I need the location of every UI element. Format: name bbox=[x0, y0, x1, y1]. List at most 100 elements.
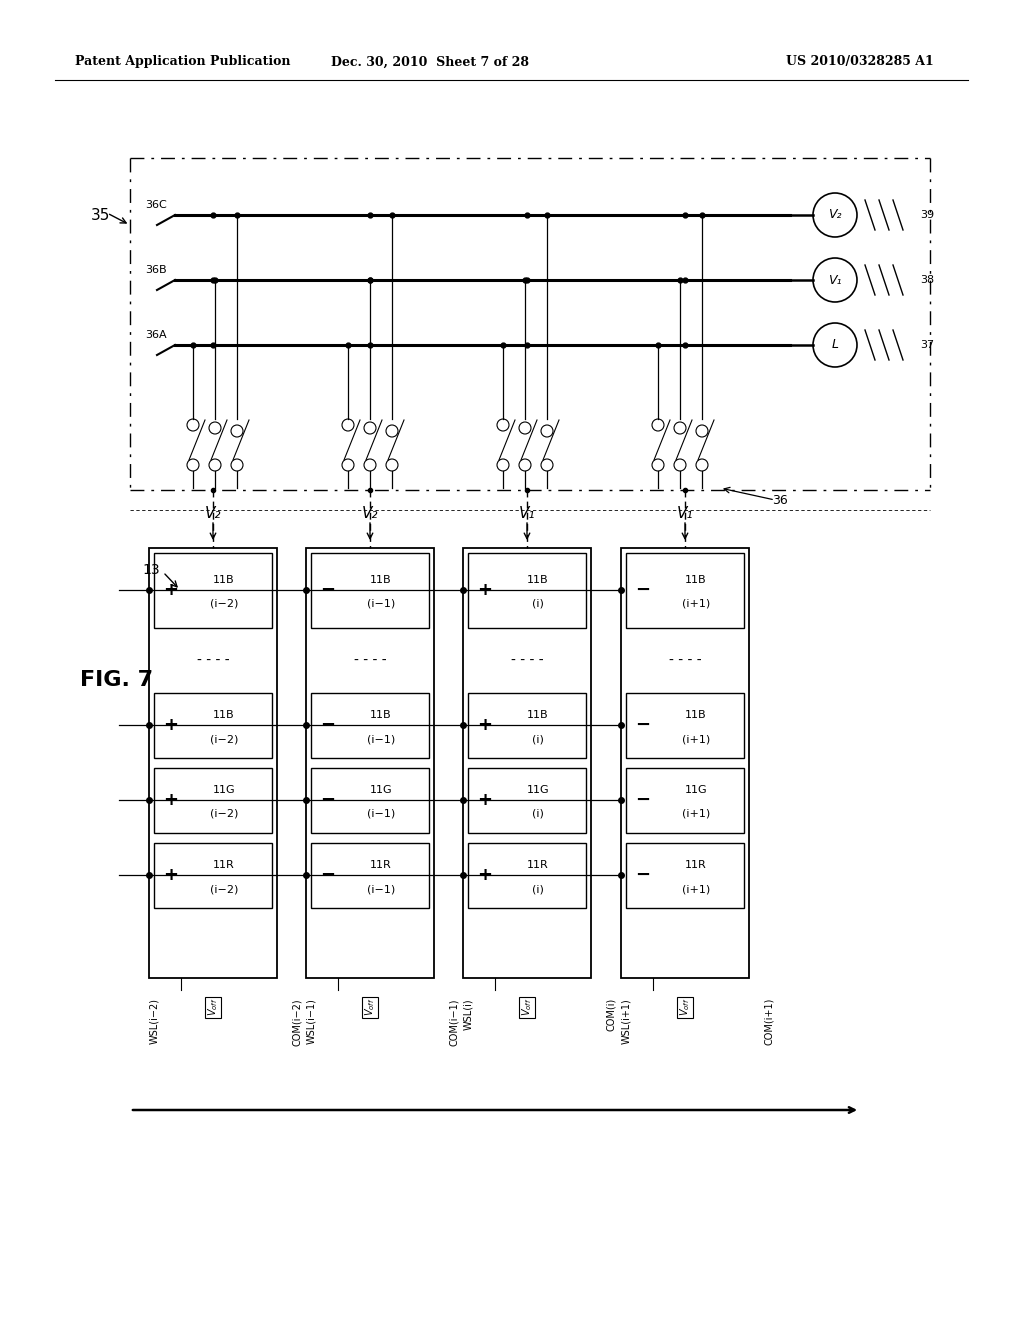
Text: 11B: 11B bbox=[685, 576, 707, 585]
Text: (i−2): (i−2) bbox=[210, 734, 239, 744]
Text: - - - -: - - - - bbox=[511, 653, 544, 667]
Text: L: L bbox=[831, 338, 839, 351]
Text: V₁: V₁ bbox=[519, 506, 536, 520]
Text: 11B: 11B bbox=[371, 710, 392, 719]
Bar bbox=[626, 693, 744, 758]
Text: +: + bbox=[164, 715, 178, 734]
Text: +: + bbox=[477, 715, 493, 734]
Bar bbox=[154, 553, 272, 628]
Bar bbox=[154, 693, 272, 758]
Text: Patent Application Publication: Patent Application Publication bbox=[75, 55, 291, 69]
Text: WSL(i−2): WSL(i−2) bbox=[150, 998, 159, 1044]
Bar bbox=[626, 843, 744, 908]
Text: US 2010/0328285 A1: US 2010/0328285 A1 bbox=[786, 55, 934, 69]
Bar bbox=[311, 768, 429, 833]
Text: Dec. 30, 2010  Sheet 7 of 28: Dec. 30, 2010 Sheet 7 of 28 bbox=[331, 55, 529, 69]
Text: (i−1): (i−1) bbox=[367, 884, 395, 894]
Text: 11R: 11R bbox=[527, 861, 549, 870]
Text: WSL(i+1): WSL(i+1) bbox=[621, 998, 631, 1044]
Text: COM(i−2): COM(i−2) bbox=[292, 998, 302, 1045]
Text: −: − bbox=[321, 791, 336, 809]
Bar bbox=[306, 548, 434, 978]
Text: - - - -: - - - - bbox=[353, 653, 386, 667]
Text: −: − bbox=[321, 866, 336, 884]
Text: 11B: 11B bbox=[527, 576, 549, 585]
Text: $V_{off}$: $V_{off}$ bbox=[364, 998, 377, 1016]
Bar bbox=[150, 548, 278, 978]
Text: V₂: V₂ bbox=[828, 209, 842, 222]
Bar bbox=[311, 843, 429, 908]
Text: WSL(i): WSL(i) bbox=[463, 998, 473, 1030]
Text: (i+1): (i+1) bbox=[682, 599, 710, 609]
Text: 36A: 36A bbox=[145, 330, 167, 341]
Text: 11G: 11G bbox=[685, 785, 708, 795]
Bar bbox=[468, 843, 586, 908]
Text: (i−2): (i−2) bbox=[210, 809, 239, 818]
Text: V₁: V₁ bbox=[677, 506, 693, 520]
Text: +: + bbox=[477, 791, 493, 809]
Text: −: − bbox=[636, 581, 650, 599]
Text: 37: 37 bbox=[920, 341, 934, 350]
Text: - - - -: - - - - bbox=[197, 653, 229, 667]
Text: 11G: 11G bbox=[213, 785, 236, 795]
Text: V₂: V₂ bbox=[361, 506, 378, 520]
Bar bbox=[154, 843, 272, 908]
Text: (i): (i) bbox=[532, 809, 544, 818]
Bar bbox=[463, 548, 591, 978]
Text: $V_{off}$: $V_{off}$ bbox=[678, 998, 692, 1016]
Text: 36C: 36C bbox=[145, 201, 167, 210]
Text: +: + bbox=[477, 581, 493, 599]
Text: 11G: 11G bbox=[526, 785, 549, 795]
Text: +: + bbox=[164, 791, 178, 809]
Text: 13: 13 bbox=[142, 564, 160, 577]
Text: $V_{off}$: $V_{off}$ bbox=[520, 998, 534, 1016]
Text: $V_{off}$: $V_{off}$ bbox=[206, 998, 220, 1016]
Text: 11B: 11B bbox=[213, 576, 234, 585]
Text: (i−2): (i−2) bbox=[210, 884, 239, 894]
Bar bbox=[468, 693, 586, 758]
Text: 11B: 11B bbox=[371, 576, 392, 585]
Text: 11R: 11R bbox=[213, 861, 234, 870]
Text: (i−1): (i−1) bbox=[367, 599, 395, 609]
Bar bbox=[626, 553, 744, 628]
Text: V₂: V₂ bbox=[205, 506, 221, 520]
Text: (i): (i) bbox=[532, 884, 544, 894]
Text: −: − bbox=[636, 791, 650, 809]
Bar bbox=[468, 768, 586, 833]
Text: COM(i+1): COM(i+1) bbox=[764, 998, 774, 1045]
Bar bbox=[154, 768, 272, 833]
Text: FIG. 7: FIG. 7 bbox=[80, 671, 154, 690]
Text: - - - -: - - - - bbox=[669, 653, 701, 667]
Text: 36B: 36B bbox=[145, 265, 167, 275]
Text: (i−2): (i−2) bbox=[210, 599, 239, 609]
Text: COM(i−1): COM(i−1) bbox=[449, 998, 459, 1045]
Text: (i): (i) bbox=[532, 599, 544, 609]
Text: −: − bbox=[636, 715, 650, 734]
Text: −: − bbox=[321, 581, 336, 599]
Text: 11R: 11R bbox=[370, 861, 392, 870]
Text: (i−1): (i−1) bbox=[367, 734, 395, 744]
Text: −: − bbox=[321, 715, 336, 734]
Text: COM(i): COM(i) bbox=[606, 998, 616, 1031]
Text: 38: 38 bbox=[920, 275, 934, 285]
Bar bbox=[311, 553, 429, 628]
Bar bbox=[621, 548, 749, 978]
Text: 11B: 11B bbox=[527, 710, 549, 719]
Text: 11R: 11R bbox=[685, 861, 707, 870]
Text: 35: 35 bbox=[90, 207, 110, 223]
Text: 39: 39 bbox=[920, 210, 934, 220]
Text: WSL(i−1): WSL(i−1) bbox=[306, 998, 316, 1044]
Text: 11G: 11G bbox=[370, 785, 392, 795]
Text: (i): (i) bbox=[532, 734, 544, 744]
Bar bbox=[468, 553, 586, 628]
Bar bbox=[311, 693, 429, 758]
Text: +: + bbox=[164, 581, 178, 599]
Text: +: + bbox=[477, 866, 493, 884]
Text: 11B: 11B bbox=[213, 710, 234, 719]
Text: (i+1): (i+1) bbox=[682, 884, 710, 894]
Text: V₁: V₁ bbox=[828, 273, 842, 286]
Text: (i−1): (i−1) bbox=[367, 809, 395, 818]
Text: (i+1): (i+1) bbox=[682, 809, 710, 818]
Bar bbox=[626, 768, 744, 833]
Text: 11B: 11B bbox=[685, 710, 707, 719]
